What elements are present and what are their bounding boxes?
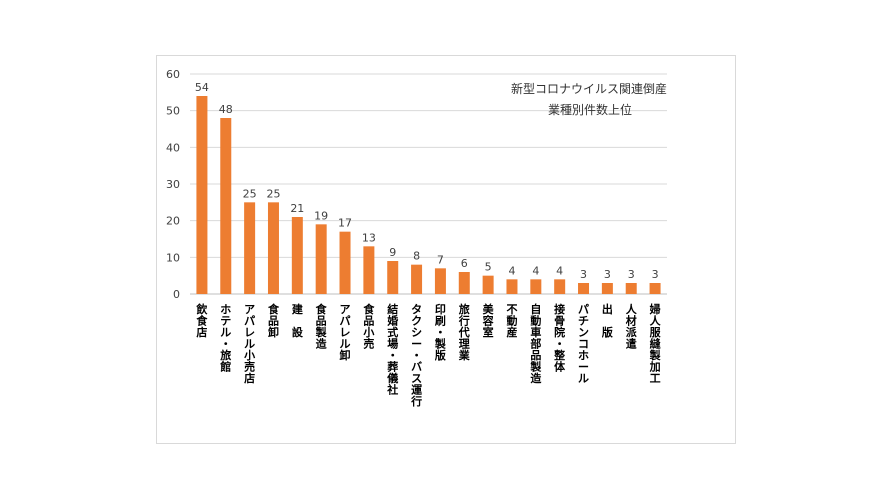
- bar: [506, 279, 518, 294]
- category-label: 飲食店: [195, 302, 208, 339]
- data-label: 54: [195, 81, 209, 94]
- bar: [530, 279, 542, 294]
- category-label: 旅行代理業: [458, 302, 471, 362]
- data-label: 4: [532, 264, 539, 277]
- chart-title-line-2: 業種別件数上位: [548, 103, 633, 117]
- bar: [339, 231, 351, 294]
- data-label: 21: [290, 202, 304, 215]
- data-label: 17: [338, 217, 352, 230]
- category-label: 結婚式場・葬儀社: [386, 302, 398, 397]
- chart-title-line-1: 新型コロナウイルス関連倒産: [511, 82, 668, 96]
- category-label: 婦人服縫製加工: [649, 302, 662, 385]
- category-label: 食品製造: [315, 302, 328, 351]
- data-label: 9: [389, 246, 396, 259]
- bar: [482, 275, 494, 294]
- data-label: 5: [485, 261, 492, 274]
- bar: [363, 246, 375, 294]
- category-label: ホテル・旅館: [219, 303, 231, 374]
- data-label: 48: [219, 103, 233, 116]
- bar: [649, 283, 661, 294]
- bar: [315, 224, 327, 294]
- y-tick-label: 30: [166, 178, 180, 191]
- data-label: 8: [413, 250, 420, 263]
- y-tick-label: 10: [166, 251, 180, 264]
- category-label: 不動産: [506, 303, 517, 339]
- data-label: 3: [628, 268, 635, 281]
- category-label: 自動車部品製造: [529, 302, 542, 385]
- y-tick-label: 0: [173, 288, 180, 301]
- y-tick-label: 60: [166, 68, 180, 81]
- category-label: パチンコホール: [578, 303, 589, 385]
- data-label: 4: [508, 264, 515, 277]
- bar: [196, 96, 208, 294]
- data-label: 25: [243, 187, 257, 200]
- bar: [458, 272, 470, 294]
- data-label: 6: [461, 257, 468, 270]
- bar: [434, 268, 446, 294]
- category-label: 美容室: [482, 302, 495, 339]
- data-label: 7: [437, 253, 444, 266]
- data-label: 3: [580, 268, 587, 281]
- y-tick-label: 20: [166, 215, 180, 228]
- bar: [244, 202, 256, 294]
- category-label: アパレル小売店: [243, 303, 255, 385]
- category-label: 人材派遣: [626, 302, 638, 351]
- category-label: 印刷・製版: [434, 303, 447, 362]
- category-label: 食品卸: [268, 302, 280, 339]
- data-label: 3: [652, 268, 659, 281]
- data-label: 4: [556, 264, 563, 277]
- bar: [387, 261, 399, 294]
- category-label: 出 版: [602, 302, 613, 339]
- category-label: 食品小売: [362, 302, 375, 351]
- category-label: 接骨院・整体: [553, 302, 566, 374]
- data-label: 3: [604, 268, 611, 281]
- category-label: タクシー・バス運行: [410, 303, 423, 408]
- bar: [601, 283, 613, 294]
- bar: [220, 118, 232, 294]
- y-tick-label: 50: [166, 105, 180, 118]
- bar: [291, 217, 303, 294]
- y-tick-label: 40: [166, 141, 180, 154]
- bar: [578, 283, 590, 294]
- bar: [625, 283, 637, 294]
- bar: [411, 264, 423, 294]
- bar: [267, 202, 279, 294]
- category-label: 建 設: [292, 302, 304, 339]
- data-label: 19: [314, 209, 328, 222]
- bar: [554, 279, 566, 294]
- category-label: アパレル卸: [340, 303, 351, 362]
- data-label: 25: [266, 187, 280, 200]
- data-label: 13: [362, 231, 376, 244]
